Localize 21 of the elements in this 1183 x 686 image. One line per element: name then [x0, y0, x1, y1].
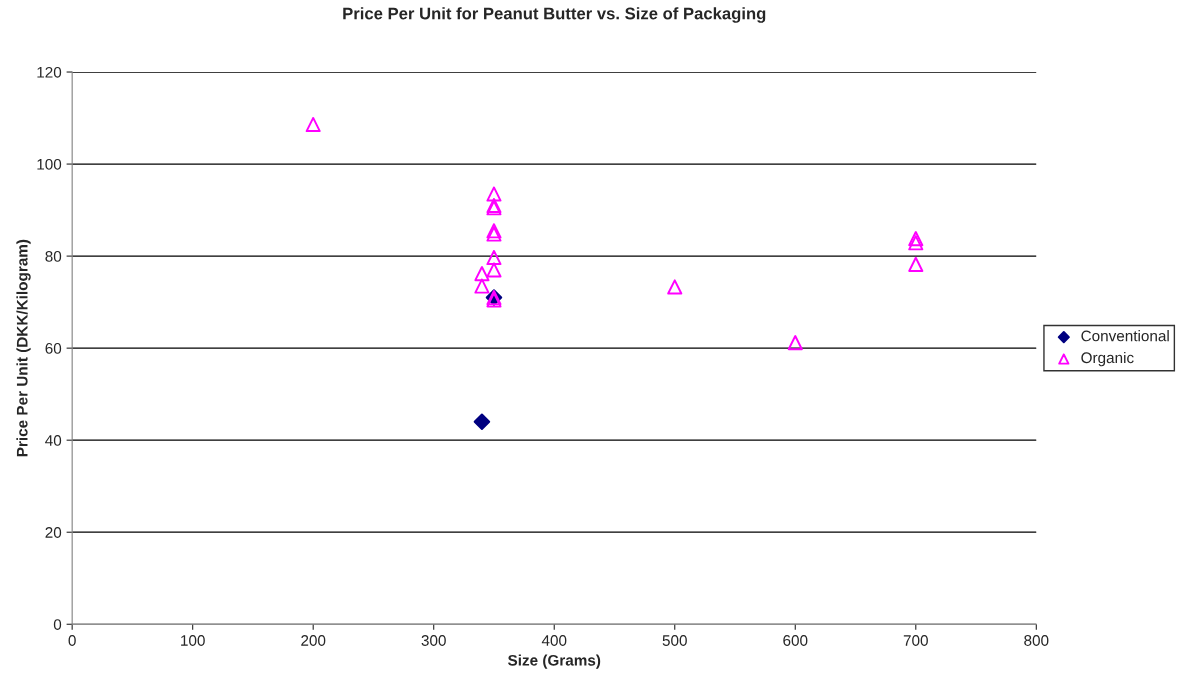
- x-tick-label: 0: [68, 635, 76, 646]
- y-tick-label: 100: [37, 158, 62, 170]
- y-tick-label: 80: [45, 250, 62, 262]
- y-tick-label: 0: [53, 619, 62, 630]
- y-tick-label: 40: [45, 435, 62, 446]
- y-axis-title: Price Per Unit (DKK/Kilogram): [16, 239, 31, 457]
- y-tick-label: 120: [37, 66, 62, 78]
- x-tick-label: 800: [1024, 635, 1049, 646]
- legend-label: Conventional: [1081, 330, 1169, 342]
- x-tick-label: 500: [662, 635, 687, 646]
- legend-label: Organic: [1081, 351, 1134, 367]
- x-tick-label: 200: [301, 635, 326, 646]
- x-tick-label: 700: [903, 635, 928, 646]
- x-tick-label: 300: [421, 635, 446, 646]
- x-tick-label: 600: [783, 635, 808, 646]
- x-tick-label: 100: [181, 635, 205, 646]
- y-tick-label: 20: [45, 527, 62, 538]
- x-axis-title: Size (Grams): [507, 654, 601, 669]
- y-tick-label: 60: [45, 343, 62, 354]
- chart-title: Price Per Unit for Peanut Butter vs. Size of Packaging: [343, 7, 766, 23]
- x-tick-label: 400: [541, 635, 567, 646]
